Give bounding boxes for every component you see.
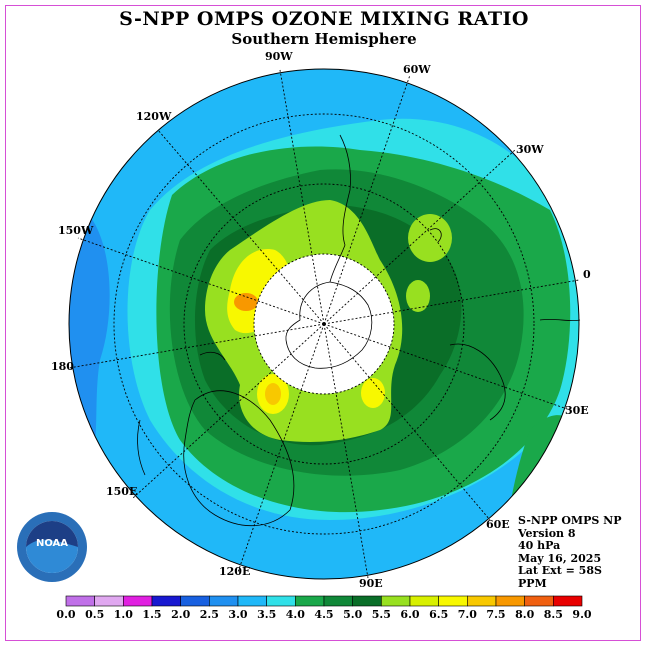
- colorbar-label: 1.0: [114, 608, 133, 621]
- info-version: Version 8: [518, 526, 576, 540]
- colorbar-swatch: [123, 595, 153, 607]
- colorbar-swatch: [381, 595, 411, 607]
- colorbar-swatch: [438, 595, 468, 607]
- colorbar-label: 8.0: [515, 608, 534, 621]
- info-instrument: S-NPP OMPS NP: [518, 514, 622, 527]
- colorbar-label: 2.5: [200, 608, 219, 621]
- lon-label-90e: 90E: [359, 577, 383, 590]
- colorbar-swatch: [237, 595, 267, 607]
- map-boundary: [68, 68, 580, 580]
- colorbar-swatch: [94, 595, 124, 607]
- colorbar-label: 5.0: [343, 608, 362, 621]
- colorbar-label: 7.0: [458, 608, 477, 621]
- info-block: S-NPP OMPS NP Version 8 40 hPa May 16, 2…: [518, 514, 622, 590]
- colorbar-label: 6.5: [429, 608, 448, 621]
- colorbar-label: 9.0: [572, 608, 591, 621]
- colorbar-label: 5.5: [372, 608, 391, 621]
- colorbar-swatch: [553, 595, 583, 607]
- colorbar-label: 6.0: [400, 608, 419, 621]
- colorbar-label: 8.5: [544, 608, 563, 621]
- colorbar-swatch: [495, 595, 525, 607]
- colorbar-swatch: [65, 595, 95, 607]
- colorbar-swatch: [467, 595, 497, 607]
- colorbar-swatch: [209, 595, 239, 607]
- colorbar-label: 7.5: [486, 608, 505, 621]
- colorbar: 0.0 0.5 1.0 1.5 2.0 2.5 3.0 3.5 4.0 4.5 5.0 5.5 6.0 6…: [56, 595, 592, 621]
- lon-label-60w: 60W: [403, 63, 431, 76]
- info-units: PPM: [518, 576, 547, 590]
- map-title: S-NPP OMPS OZONE MIXING RATIO: [119, 8, 529, 30]
- colorbar-swatch: [151, 595, 181, 607]
- lon-label-180: 180: [51, 360, 74, 373]
- colorbar-label: 3.5: [257, 608, 276, 621]
- info-date: May 16, 2025: [518, 551, 602, 565]
- colorbar-swatch: [295, 595, 325, 607]
- plot-frame: [5, 5, 641, 641]
- lon-label-120w: 120W: [136, 110, 172, 123]
- lon-label-30w: 30W: [516, 143, 544, 156]
- info-lat-ext: Lat Ext = 58S: [518, 564, 602, 577]
- lon-label-0: 0: [583, 268, 591, 281]
- colorbar-label: 0.5: [85, 608, 104, 621]
- lon-label-90w: 90W: [265, 50, 293, 63]
- lon-label-60e: 60E: [486, 518, 510, 531]
- colorbar-label: 4.5: [314, 608, 333, 621]
- colorbar-label: 3.0: [228, 608, 247, 621]
- colorbar-swatch: [409, 595, 439, 607]
- lon-label-30e: 30E: [565, 404, 589, 417]
- colorbar-label: 4.0: [286, 608, 305, 621]
- colorbar-swatch: [352, 595, 382, 607]
- colorbar-label: 1.5: [142, 608, 161, 621]
- colorbar-label: 2.0: [171, 608, 190, 621]
- colorbar-swatch: [180, 595, 210, 607]
- lon-label-150e: 150E: [106, 485, 138, 498]
- colorbar-swatch: [323, 595, 353, 607]
- lon-label-150w: 150W: [58, 224, 94, 237]
- colorbar-label: 0.0: [56, 608, 75, 621]
- colorbar-swatch: [524, 595, 554, 607]
- map-subtitle: Southern Hemisphere: [231, 30, 417, 48]
- lon-label-120e: 120E: [219, 565, 251, 578]
- graticule: [68, 69, 580, 579]
- info-level: 40 hPa: [518, 539, 561, 552]
- colorbar-swatch: [266, 595, 296, 607]
